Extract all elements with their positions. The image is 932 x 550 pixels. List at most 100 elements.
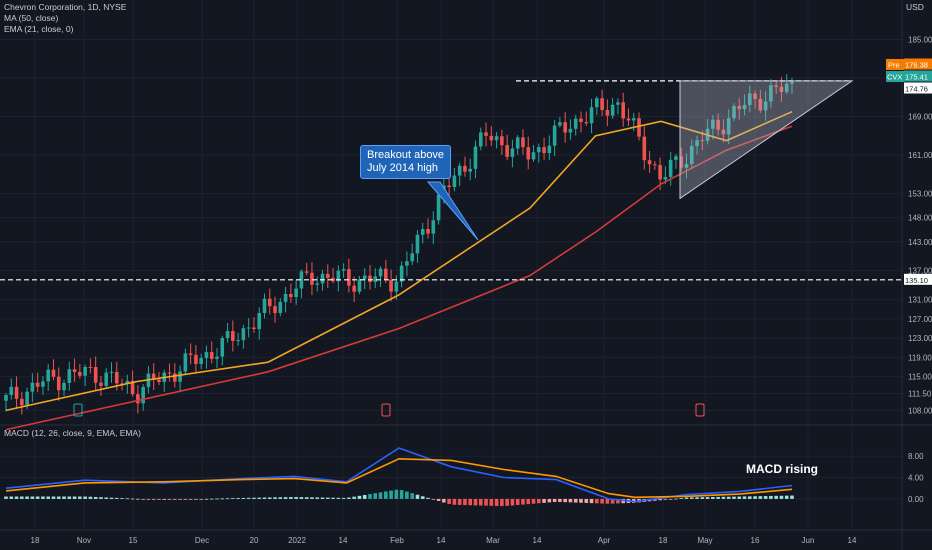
candle-body bbox=[779, 86, 784, 92]
macd-histogram-bar bbox=[779, 495, 784, 499]
candle-body bbox=[231, 331, 235, 341]
candle-body bbox=[83, 366, 87, 376]
signal-line bbox=[5, 457, 793, 499]
candle-body bbox=[225, 331, 230, 339]
candle-body bbox=[25, 391, 29, 406]
candle-body bbox=[679, 156, 684, 168]
candle-body bbox=[558, 122, 562, 126]
macd-histogram-bar bbox=[716, 496, 720, 499]
macd-histogram-bar bbox=[563, 498, 567, 503]
candle-body bbox=[199, 358, 203, 364]
macd-histogram-bar bbox=[357, 495, 362, 499]
macd-histogram-bar bbox=[220, 498, 225, 500]
macd-histogram-bar bbox=[384, 491, 388, 499]
macd-histogram-bar bbox=[494, 498, 499, 506]
candle-body bbox=[531, 152, 536, 160]
macd-histogram-bar bbox=[4, 496, 8, 499]
macd-histogram-bar bbox=[399, 490, 404, 499]
macd-histogram-bar bbox=[732, 496, 736, 499]
candle-body bbox=[658, 164, 662, 180]
macd-histogram-bar bbox=[500, 498, 504, 507]
breakout-line-1: Breakout above bbox=[367, 149, 445, 161]
macd-histogram-bar bbox=[547, 498, 552, 503]
macd-histogram-bar bbox=[410, 493, 414, 499]
macd-histogram-bar bbox=[531, 498, 536, 504]
candle-body bbox=[4, 394, 8, 401]
macd-histogram-bar bbox=[151, 498, 156, 500]
macd-histogram-bar bbox=[257, 497, 262, 499]
macd-panel bbox=[4, 447, 794, 507]
cvx-label: CVX bbox=[887, 73, 902, 82]
candle-body bbox=[568, 128, 573, 133]
candle-body bbox=[14, 386, 19, 399]
macd-histogram-bar bbox=[658, 498, 662, 501]
candle-body bbox=[252, 327, 256, 330]
macd-histogram-bar bbox=[463, 498, 467, 506]
breakout-line-2: July 2014 high bbox=[367, 162, 438, 174]
candle-body bbox=[378, 268, 383, 277]
macd-histogram-bar bbox=[325, 497, 330, 499]
candle-body bbox=[695, 140, 699, 146]
macd-histogram-bar bbox=[558, 498, 562, 502]
macd-histogram-bar bbox=[252, 497, 256, 499]
macd-histogram-bar bbox=[526, 498, 531, 505]
currency-label: USD bbox=[906, 2, 924, 12]
candle-body bbox=[20, 398, 24, 406]
support-price-tag-bg bbox=[904, 273, 932, 285]
macd-histogram-bar bbox=[99, 497, 103, 499]
macd-histogram-bar bbox=[157, 498, 161, 500]
candle-body bbox=[653, 164, 657, 166]
macd-histogram-bar bbox=[25, 496, 29, 499]
macd-histogram-bar bbox=[684, 497, 689, 499]
macd-histogram-bar bbox=[758, 496, 763, 499]
macd-histogram-bar bbox=[146, 498, 151, 500]
macd-histogram-bar bbox=[484, 498, 488, 506]
candle-body bbox=[436, 194, 441, 221]
y-tick-label: 115.00 bbox=[908, 373, 932, 382]
candle-body bbox=[457, 165, 462, 176]
candle-body bbox=[726, 118, 731, 135]
candle-body bbox=[362, 275, 367, 280]
candle-body bbox=[315, 283, 320, 285]
candle-body bbox=[689, 145, 694, 164]
candle-body bbox=[642, 136, 647, 161]
candle-body bbox=[88, 366, 93, 368]
candle-body bbox=[552, 125, 557, 146]
macd-histogram-bar bbox=[536, 498, 541, 504]
x-tick-label: 20 bbox=[250, 536, 259, 545]
indicator-lines bbox=[5, 110, 793, 431]
macd-histogram-bar bbox=[753, 496, 757, 499]
candle-body bbox=[463, 165, 467, 172]
macd-histogram-bar bbox=[705, 497, 710, 499]
candle-body bbox=[215, 356, 219, 360]
macd-histogram-bar bbox=[341, 497, 346, 499]
macd-histogram-bar bbox=[30, 496, 35, 499]
candle-body bbox=[299, 271, 304, 289]
candle-body bbox=[384, 268, 388, 280]
y-tick-label: 185.00 bbox=[908, 35, 932, 44]
candle-body bbox=[595, 98, 599, 108]
candle-body bbox=[542, 147, 546, 154]
y-tick-label: 111.50 bbox=[908, 390, 932, 399]
candle-body bbox=[194, 354, 198, 364]
x-tick-label: 14 bbox=[339, 536, 348, 545]
macd-histogram-bar bbox=[188, 498, 193, 500]
macd-histogram-bar bbox=[225, 498, 230, 500]
macd-histogram-bar bbox=[304, 497, 309, 499]
candle-body bbox=[763, 101, 768, 111]
macd-histogram-bar bbox=[9, 496, 14, 499]
macd-histogram-bar bbox=[173, 498, 177, 500]
macd-histogram-bar bbox=[78, 496, 82, 499]
candle-body bbox=[283, 293, 288, 302]
candle-body bbox=[605, 109, 610, 116]
candle-body bbox=[631, 118, 636, 121]
candle-body bbox=[716, 119, 720, 130]
candle-body bbox=[278, 301, 283, 314]
macd-histogram-bar bbox=[35, 496, 40, 499]
candle-body bbox=[510, 148, 515, 157]
candle-body bbox=[241, 328, 246, 341]
candle-body bbox=[721, 129, 726, 135]
candle-body bbox=[737, 105, 742, 110]
ascending-triangle bbox=[679, 80, 854, 200]
